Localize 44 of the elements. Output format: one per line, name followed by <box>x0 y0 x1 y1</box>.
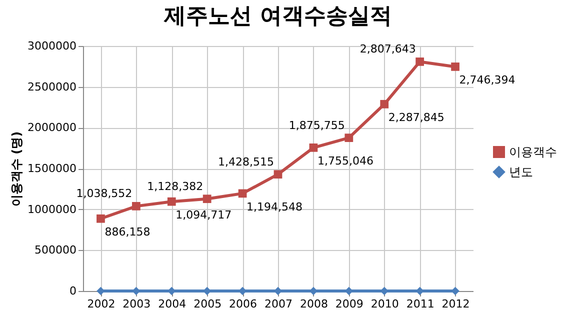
y-tick-label: 3000000 <box>28 40 76 52</box>
data-label: 1,875,755 <box>288 118 345 132</box>
x-tick-label: 2005 <box>194 298 222 310</box>
x-tick-label: 2004 <box>158 298 186 310</box>
point <box>202 194 212 204</box>
x-tick-label: 2006 <box>229 298 258 310</box>
point <box>167 197 176 206</box>
y-tick-label: 1000000 <box>28 202 76 216</box>
y-axis-title: 이용객수 (명) <box>10 131 24 207</box>
point <box>309 143 318 152</box>
point <box>238 189 247 198</box>
data-label: 2,807,643 <box>360 42 416 56</box>
x-tick-label: 2002 <box>87 298 116 310</box>
data-label: 886,158 <box>104 226 150 239</box>
chart-title: 제주노선 여객수송실적 <box>163 4 392 29</box>
x-tick-label: 2012 <box>442 298 470 310</box>
x-tick-label: 2009 <box>335 298 364 310</box>
legend-label: 년도 <box>509 165 533 179</box>
point <box>96 214 105 223</box>
x-tick-label: 2010 <box>370 298 399 310</box>
data-label: 2,746,394 <box>459 74 516 87</box>
point <box>451 62 460 71</box>
point <box>274 170 282 179</box>
y-tick-label: 2500000 <box>28 80 76 94</box>
data-label: 1,038,552 <box>76 187 132 200</box>
data-label: 2,287,845 <box>388 111 444 124</box>
data-label: 1,428,515 <box>218 155 274 168</box>
point <box>380 100 389 108</box>
data-label: 1,128,382 <box>147 180 204 193</box>
data-label: 1,194,548 <box>246 200 303 214</box>
y-tick-label: 500000 <box>34 244 76 257</box>
y-tick-label: 2000000 <box>28 121 76 134</box>
data-label: 1,755,046 <box>317 154 374 168</box>
point <box>132 202 140 210</box>
x-tick-label: 2011 <box>406 298 434 310</box>
x-tick-label: 2007 <box>264 298 292 310</box>
y-tick-label: 1500000 <box>28 162 76 175</box>
data-label: 1,094,717 <box>176 208 232 222</box>
x-tick-label: 2008 <box>300 298 328 310</box>
point <box>416 58 424 66</box>
y-tick-label: 0 <box>70 284 76 298</box>
point <box>344 134 354 142</box>
x-tick-label: 2003 <box>122 298 151 310</box>
legend-label: 이용객수 <box>509 145 557 159</box>
